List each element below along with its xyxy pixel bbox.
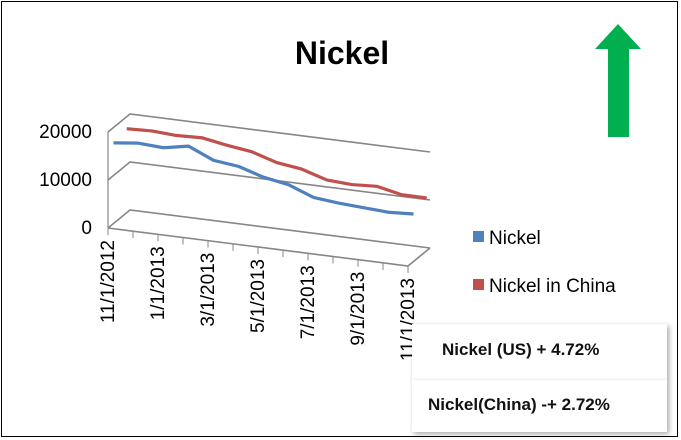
x-tick-label: 1/1/2013 <box>148 246 169 320</box>
gridline-10000 <box>107 161 431 201</box>
chart-title: Nickel <box>295 35 389 71</box>
y-tick-label: 0 <box>81 218 92 239</box>
series-line-nickel <box>113 141 414 216</box>
legend-swatch-nickel-in-china <box>473 279 484 290</box>
legend-label: Nickel in China <box>489 276 616 297</box>
legend-swatch-nickel <box>473 231 484 242</box>
up-arrow-icon <box>595 24 641 137</box>
nickel-us-note: Nickel (US) + 4.72% <box>412 324 667 380</box>
nickel-us-note-text: Nickel (US) + 4.72% <box>442 340 600 359</box>
series-line-nickel-in-china <box>126 127 427 200</box>
nickel-china-note: Nickel(China) -+ 2.72% <box>412 380 667 432</box>
nickel-china-note-text: Nickel(China) -+ 2.72% <box>428 395 610 414</box>
x-tick-label: 3/1/2013 <box>198 253 219 327</box>
y-tick-label: 20000 <box>39 122 92 143</box>
x-tick-label: 5/1/2013 <box>248 259 269 333</box>
x-tick-label: 11/1/2012 <box>98 240 119 323</box>
gridline-0 <box>107 209 431 249</box>
legend-label: Nickel <box>489 228 541 249</box>
x-tick-label: 7/1/2013 <box>298 265 319 339</box>
x-tick-label: 9/1/2013 <box>348 272 369 346</box>
gridline-20000 <box>107 113 431 153</box>
y-tick-label: 10000 <box>39 170 92 191</box>
